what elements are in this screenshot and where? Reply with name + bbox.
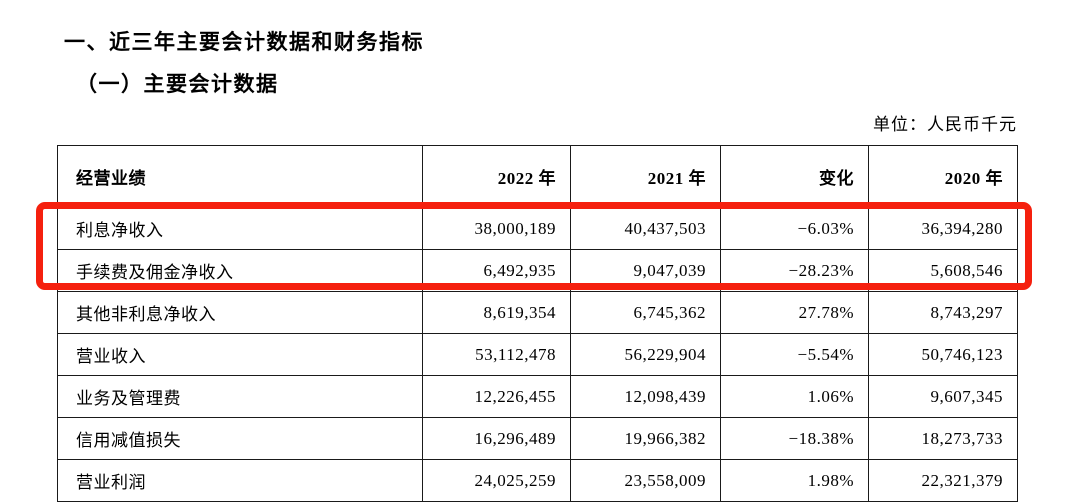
cell-2021: 12,098,439 [570,375,721,418]
cell-2020: 36,394,280 [868,207,1018,250]
cell-2022: 16,296,489 [422,417,571,460]
cell-2020: 5,608,546 [868,249,1018,292]
header-cell-2021: 2021 年 [570,145,721,208]
cell-2020: 18,273,733 [868,417,1018,460]
row-label: 信用减值损失 [57,417,423,460]
row-label: 营业利润 [57,459,423,502]
cell-change: 27.78% [720,291,869,334]
table-row: 利息净收入 38,000,189 40,437,503 −6.03% 36,39… [57,207,1018,250]
cell-change: 1.06% [720,375,869,418]
cell-change: −5.54% [720,333,869,376]
cell-2020: 50,746,123 [868,333,1018,376]
cell-2021: 9,047,039 [570,249,721,292]
cell-2021: 6,745,362 [570,291,721,334]
table-header-row: 经营业绩 2022 年 2021 年 变化 2020 年 [57,145,1018,208]
cell-2021: 56,229,904 [570,333,721,376]
table-row: 业务及管理费 12,226,455 12,098,439 1.06% 9,607… [57,375,1018,418]
cell-change: −28.23% [720,249,869,292]
header-cell-metric: 经营业绩 [57,145,423,208]
row-label: 其他非利息净收入 [57,291,423,334]
row-label: 手续费及佣金净收入 [57,249,423,292]
cell-change: −6.03% [720,207,869,250]
financial-data-table: 经营业绩 2022 年 2021 年 变化 2020 年 利息净收入 38,00… [57,145,1018,502]
cell-2020: 22,321,379 [868,459,1018,502]
cell-2020: 8,743,297 [868,291,1018,334]
cell-2022: 8,619,354 [422,291,571,334]
row-label: 营业收入 [57,333,423,376]
unit-note: 单位：人民币千元 [873,115,1017,134]
cell-2022: 24,025,259 [422,459,571,502]
cell-2022: 12,226,455 [422,375,571,418]
cell-2021: 40,437,503 [570,207,721,250]
cell-2022: 6,492,935 [422,249,571,292]
row-label: 利息净收入 [57,207,423,250]
cell-2022: 38,000,189 [422,207,571,250]
section-subtitle: （一）主要会计数据 [76,73,279,96]
table-row: 营业利润 24,025,259 23,558,009 1.98% 22,321,… [57,459,1018,502]
page-title: 一、近三年主要会计数据和财务指标 [64,31,424,54]
header-cell-change: 变化 [720,145,869,208]
cell-change: −18.38% [720,417,869,460]
header-cell-2022: 2022 年 [422,145,571,208]
header-cell-2020: 2020 年 [868,145,1018,208]
row-label: 业务及管理费 [57,375,423,418]
cell-2022: 53,112,478 [422,333,571,376]
cell-2021: 19,966,382 [570,417,721,460]
table-row: 营业收入 53,112,478 56,229,904 −5.54% 50,746… [57,333,1018,376]
cell-change: 1.98% [720,459,869,502]
cell-2021: 23,558,009 [570,459,721,502]
table-row: 信用减值损失 16,296,489 19,966,382 −18.38% 18,… [57,417,1018,460]
cell-2020: 9,607,345 [868,375,1018,418]
table-row: 其他非利息净收入 8,619,354 6,745,362 27.78% 8,74… [57,291,1018,334]
table-row: 手续费及佣金净收入 6,492,935 9,047,039 −28.23% 5,… [57,249,1018,292]
